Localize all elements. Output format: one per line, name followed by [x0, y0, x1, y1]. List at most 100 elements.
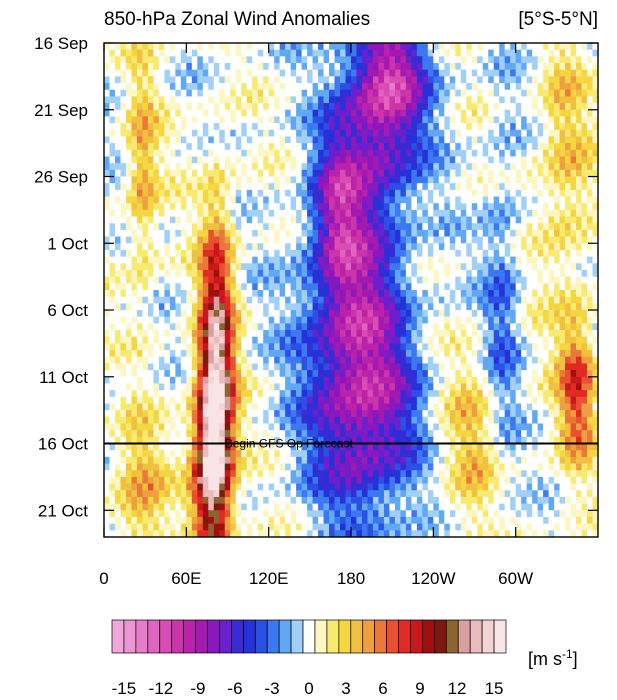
heatmap-cell: [570, 269, 577, 278]
heatmap-cell: [136, 49, 144, 57]
heatmap-cell: [153, 96, 160, 104]
heatmap-cell: [477, 236, 484, 244]
heatmap-cell: [405, 323, 412, 331]
heatmap-cell: [136, 103, 144, 111]
heatmap-cell: [125, 363, 133, 371]
heatmap-cell: [570, 116, 577, 124]
heatmap-cell: [301, 410, 308, 418]
heatmap-cell: [422, 83, 429, 91]
heatmap-cell: [345, 109, 352, 118]
heatmap-cell: [164, 116, 171, 124]
heatmap-cell: [554, 116, 561, 124]
heatmap-cell: [230, 370, 237, 378]
heatmap-cell: [114, 76, 122, 84]
heatmap-cell: [224, 96, 231, 104]
heatmap-cell: [559, 383, 566, 391]
heatmap-cell: [153, 63, 160, 71]
heatmap-cell: [488, 149, 495, 158]
heatmap-cell: [169, 169, 176, 178]
heatmap-cell: [427, 149, 434, 158]
heatmap-cell: [515, 403, 522, 411]
heatmap-cell: [460, 256, 467, 264]
heatmap-cell: [263, 310, 270, 318]
heatmap-cell: [246, 276, 253, 284]
heatmap-cell: [581, 336, 588, 345]
heatmap-cell: [274, 116, 281, 124]
heatmap-cell: [312, 303, 319, 311]
heatmap-cell: [548, 243, 555, 251]
heatmap-cell: [235, 403, 242, 411]
heatmap-cell: [268, 43, 275, 51]
heatmap-cell: [455, 176, 462, 184]
heatmap-cell: [169, 263, 176, 271]
heatmap-cell: [576, 283, 583, 291]
heatmap-cell: [296, 116, 303, 124]
heatmap-cell: [219, 176, 226, 184]
heatmap-cell: [104, 49, 111, 57]
heatmap-cell: [576, 109, 583, 118]
heatmap-cell: [394, 163, 401, 171]
heatmap-cell: [411, 330, 418, 338]
heatmap-cell: [389, 203, 396, 211]
heatmap-cell: [466, 209, 473, 218]
heatmap-cell: [290, 183, 297, 191]
heatmap-cell: [405, 43, 412, 51]
heatmap-cell: [307, 143, 314, 151]
heatmap-cell: [493, 123, 500, 131]
heatmap-cell: [180, 283, 187, 291]
heatmap-cell: [285, 136, 292, 144]
heatmap-cell: [263, 136, 270, 144]
heatmap-cell: [411, 196, 418, 204]
heatmap-cell: [191, 330, 198, 338]
heatmap-cell: [164, 176, 171, 184]
heatmap-cell: [411, 370, 418, 378]
heatmap-cell: [109, 356, 116, 365]
heatmap-cell: [488, 303, 495, 311]
heatmap-cell: [125, 283, 133, 291]
heatmap-cell: [230, 76, 237, 84]
heatmap-cell: [515, 310, 522, 318]
heatmap-cell: [460, 229, 467, 238]
heatmap-cell: [274, 109, 281, 118]
heatmap-cell: [361, 109, 369, 118]
heatmap-cell: [493, 336, 500, 345]
heatmap-cell: [570, 43, 577, 51]
heatmap-cell: [394, 143, 401, 151]
heatmap-cell: [153, 403, 160, 411]
heatmap-cell: [301, 263, 308, 271]
heatmap-cell: [340, 403, 347, 411]
heatmap-cell: [241, 283, 248, 291]
heatmap-cell: [285, 129, 292, 138]
heatmap-cell: [422, 343, 429, 351]
heatmap-cell: [482, 363, 489, 371]
heatmap-cell: [466, 223, 473, 231]
heatmap-cell: [318, 403, 325, 411]
heatmap-cell: [405, 129, 412, 138]
heatmap-cell: [125, 169, 133, 178]
heatmap-cell: [230, 363, 237, 371]
heatmap-cell: [504, 269, 511, 278]
heatmap-cell: [147, 123, 154, 131]
heatmap-cell: [268, 296, 275, 304]
heatmap-cell: [559, 323, 566, 331]
heatmap-cell: [444, 290, 451, 298]
heatmap-cell: [142, 229, 149, 238]
heatmap-cell: [576, 89, 583, 98]
heatmap-cell: [543, 216, 550, 224]
heatmap-cell: [191, 343, 198, 351]
heatmap-cell: [389, 263, 396, 271]
heatmap-cell: [208, 89, 215, 98]
heatmap-cell: [285, 63, 292, 71]
heatmap-cell: [466, 363, 473, 371]
heatmap-cell: [482, 183, 489, 191]
heatmap-cell: [312, 350, 319, 358]
heatmap-cell: [323, 363, 330, 371]
heatmap-cell: [394, 296, 401, 304]
heatmap-cell: [175, 216, 182, 224]
heatmap-cell: [131, 216, 138, 224]
heatmap-cell: [576, 43, 583, 51]
heatmap-cell: [504, 370, 511, 378]
heatmap-cell: [460, 276, 467, 284]
heatmap-cell: [499, 383, 506, 391]
heatmap-cell: [345, 43, 352, 51]
